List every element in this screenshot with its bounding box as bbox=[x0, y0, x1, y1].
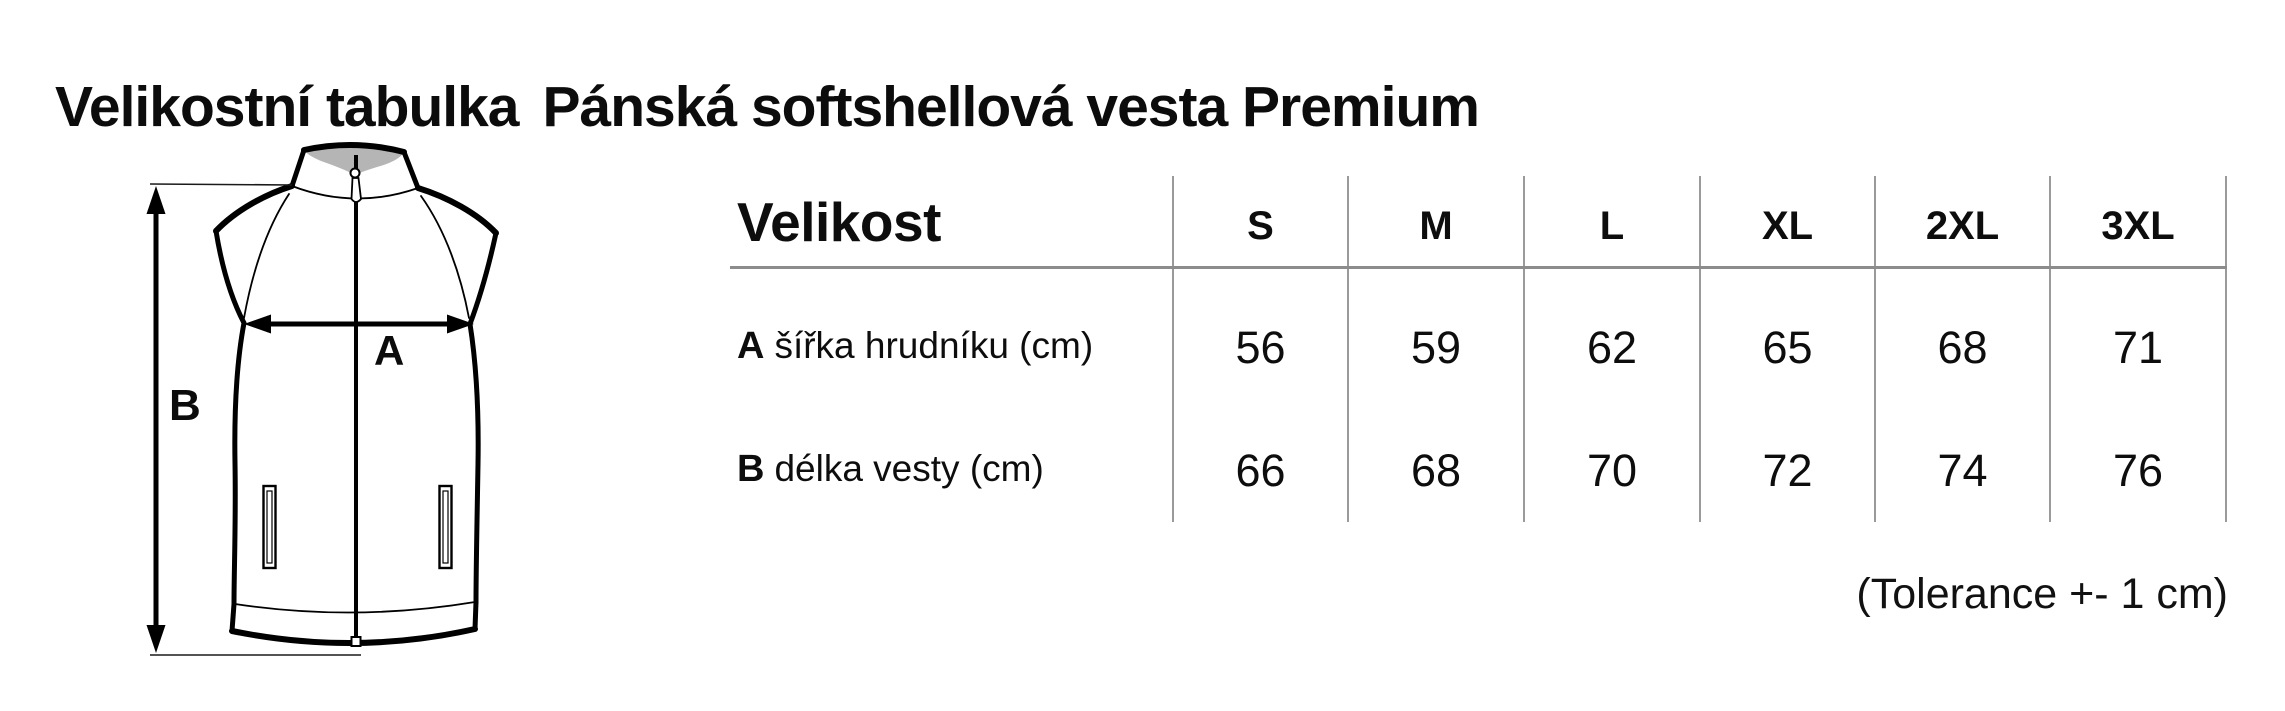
table-header-divider bbox=[730, 266, 2227, 269]
table-divider-vertical bbox=[1347, 176, 1349, 522]
table-divider-vertical bbox=[2049, 176, 2051, 522]
size-header-xl: XL bbox=[1761, 204, 1814, 248]
row-text-b: délka vesty (cm) bbox=[774, 448, 1044, 489]
arrow-right-icon bbox=[447, 314, 474, 334]
pocket-right bbox=[438, 484, 453, 570]
value-cell: 66 bbox=[1235, 445, 1286, 496]
page-title: Velikostní tabulka Pánská softshellová v… bbox=[55, 74, 1480, 140]
table-divider-vertical bbox=[1172, 176, 1174, 522]
measurement-arrow-b: B bbox=[146, 183, 361, 656]
size-header-3xl: 3XL bbox=[2101, 204, 2175, 248]
value-cell: 65 bbox=[1762, 322, 1813, 373]
arrow-left-icon bbox=[244, 314, 271, 334]
size-header-2xl: 2XL bbox=[1925, 204, 2000, 248]
tolerance-note: (Tolerance +- 1 cm) bbox=[1856, 570, 2228, 618]
page-title-label: Velikostní tabulka bbox=[55, 75, 519, 140]
size-header-m: M bbox=[1419, 204, 1453, 248]
value-cell: 74 bbox=[1937, 445, 1988, 496]
zipper-stopper bbox=[350, 636, 362, 647]
value-cell: 62 bbox=[1586, 322, 1638, 373]
zipper-pull bbox=[350, 177, 362, 203]
value-cell: 72 bbox=[1762, 445, 1813, 496]
zipper bbox=[349, 155, 362, 647]
value-cell: 70 bbox=[1586, 445, 1638, 496]
value-cell: 76 bbox=[2112, 445, 2164, 496]
size-header-l: L bbox=[1599, 204, 1625, 248]
vest-measurement-diagram: A B bbox=[78, 98, 508, 680]
arrow-up-icon bbox=[146, 186, 166, 214]
size-header-s: S bbox=[1247, 204, 1274, 248]
row-text-a: šířka hrudníku (cm) bbox=[774, 325, 1094, 366]
value-cell: 71 bbox=[2112, 322, 2164, 373]
table-divider-vertical bbox=[1699, 176, 1701, 522]
table-corner-header: Velikost bbox=[737, 191, 941, 253]
measurement-arrow-a: A bbox=[244, 314, 474, 374]
table-divider-vertical bbox=[2225, 176, 2227, 522]
vest-line-art: A B bbox=[146, 141, 499, 656]
arrow-down-icon bbox=[146, 625, 166, 653]
row-key-a: A bbox=[737, 325, 765, 367]
label-a: A bbox=[374, 327, 404, 374]
value-cell: 68 bbox=[1937, 322, 1988, 373]
table-divider-vertical bbox=[1523, 176, 1525, 522]
row-key-b: B bbox=[737, 448, 765, 490]
zipper-ring bbox=[349, 167, 361, 179]
value-cell: 68 bbox=[1410, 445, 1462, 496]
page-title-product: Pánská softshellová vesta Premium bbox=[542, 75, 1480, 140]
pocket-left bbox=[262, 484, 277, 570]
label-b: B bbox=[169, 381, 201, 430]
value-cell: 59 bbox=[1410, 322, 1462, 373]
value-cell: 56 bbox=[1235, 322, 1286, 373]
table-divider-vertical bbox=[1874, 176, 1876, 522]
vest-outline bbox=[213, 141, 499, 646]
